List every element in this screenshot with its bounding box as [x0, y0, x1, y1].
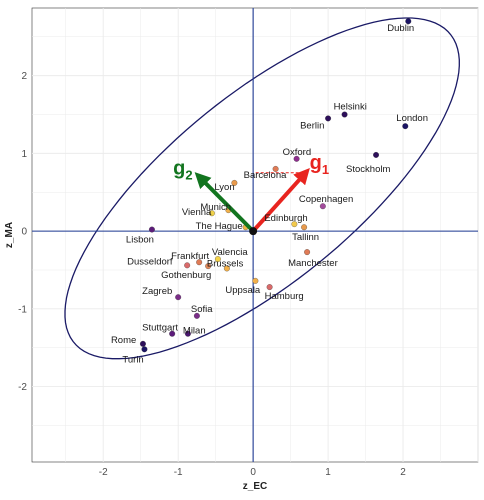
origin-point: [249, 227, 258, 236]
tick-labels: -2 -1 0 1 2 -2 -1 0 1 2: [18, 71, 406, 478]
point-label: Dublin: [387, 23, 414, 34]
point-label: London: [396, 113, 428, 124]
data-point: [373, 151, 380, 158]
point-label: Barcelona: [244, 170, 287, 181]
point-label: Oxford: [283, 147, 312, 158]
data-point: [184, 330, 191, 337]
data-point: [231, 179, 238, 186]
point-label: Tallinn: [292, 232, 319, 243]
point-label: Lyon: [214, 182, 234, 193]
data-point: [196, 259, 203, 266]
x-tick-label: -1: [174, 467, 183, 478]
point-label: Lisbon: [126, 235, 154, 246]
data-point: [341, 111, 348, 118]
vector-g2: [194, 172, 255, 233]
point-label: Munich: [200, 202, 231, 213]
point-label: The Hague: [196, 221, 243, 232]
y-tick-label: 1: [21, 149, 27, 160]
data-point: [208, 210, 215, 217]
point-label: Helsinki: [334, 102, 367, 113]
data-point: [293, 155, 300, 162]
point-label: Milan: [183, 326, 206, 337]
point-label: Edinburgh: [264, 213, 307, 224]
vector-label-letter: g: [173, 158, 185, 180]
data-point: [148, 226, 155, 233]
point-label: Copenhagen: [299, 194, 353, 205]
vector-label-letter: g: [310, 152, 322, 174]
y-tick-label: 0: [21, 227, 27, 238]
data-point: [223, 265, 230, 272]
y-tick-label: -2: [18, 382, 27, 393]
point-labels: Dublin Helsinki Berlin London Stockholm Oxfor…: [111, 23, 428, 365]
data-point: [139, 340, 146, 347]
point-label: Stockholm: [346, 164, 390, 175]
panel-background: [31, 7, 479, 463]
x-tick-label: 1: [325, 467, 331, 478]
y-tick-label: -1: [18, 304, 27, 315]
point-label: Vienna: [182, 207, 212, 218]
point-label: Stuttgart: [142, 323, 178, 334]
y-axis-title: z_MA: [4, 222, 15, 248]
point-label: Zagreb: [142, 286, 172, 297]
data-point: [301, 224, 308, 231]
x-tick-label: 0: [250, 467, 256, 478]
data-point: [141, 346, 148, 353]
vector-label-g1: g1: [310, 152, 329, 177]
point-label: Frankfurt: [171, 251, 209, 262]
point-label: Brussels: [207, 258, 244, 269]
data-point: [402, 123, 409, 130]
point-label: Rome: [111, 335, 136, 346]
x-axis-title: z_EC: [243, 481, 267, 492]
data-point: [319, 203, 326, 210]
data-point: [291, 221, 298, 228]
vector-label-g2: g2: [173, 158, 192, 183]
vector-label-subscript: 2: [185, 168, 192, 183]
data-point: [205, 263, 212, 270]
data-point: [304, 249, 311, 256]
data-points: [139, 18, 412, 353]
x-tick-label: -2: [99, 467, 108, 478]
point-label: Valencia: [212, 247, 248, 258]
vector-label-subscript: 1: [322, 162, 329, 177]
data-point: [252, 277, 259, 284]
y-tick-label: 2: [21, 71, 27, 82]
vector-g1: [251, 168, 310, 233]
point-label: Uppsala: [225, 285, 261, 296]
point-label: Sofia: [191, 304, 213, 315]
data-point: [175, 294, 182, 301]
point-label: Manchester: [288, 258, 338, 269]
x-tick-label: 2: [400, 467, 406, 478]
confidence-ellipse: [64, 17, 460, 360]
point-label: Dusseldorf: [127, 256, 173, 267]
data-point: [272, 165, 279, 172]
data-point: [193, 312, 200, 319]
data-point: [325, 115, 332, 122]
point-label: Turin: [122, 354, 143, 365]
data-point: [214, 256, 221, 263]
data-point: [184, 262, 191, 269]
data-point: [266, 284, 273, 291]
point-label: Gothenburg: [161, 270, 211, 281]
data-point: [405, 18, 412, 25]
point-label: Berlin: [300, 120, 324, 131]
data-point: [169, 330, 176, 337]
ellipse-outline: [64, 17, 460, 360]
point-label: Hamburg: [265, 291, 304, 302]
